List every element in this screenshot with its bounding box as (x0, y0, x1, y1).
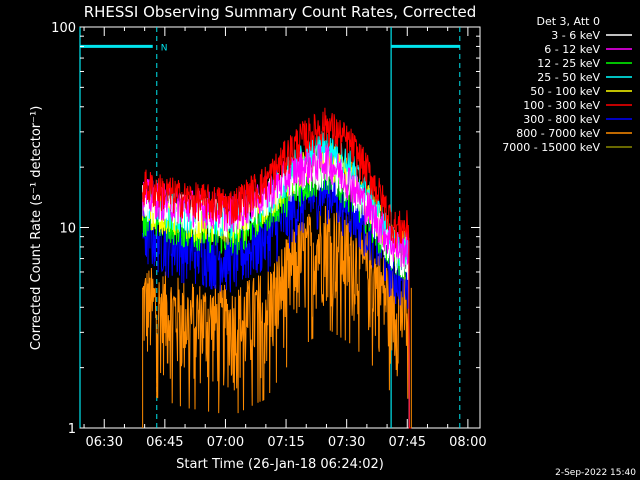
night-marker-label: N (161, 43, 168, 53)
legend-label: 25 - 50 keV (537, 71, 600, 84)
x-tick-label: 07:45 (389, 435, 426, 450)
y-tick-label: 10 (59, 222, 76, 237)
x-tick-label: 07:00 (207, 435, 244, 450)
x-tick-label: 06:45 (146, 435, 183, 450)
legend-label: 50 - 100 keV (530, 85, 600, 98)
legend-label: 12 - 25 keV (537, 57, 600, 70)
legend-label: 100 - 300 keV (523, 99, 600, 112)
x-axis-label: Start Time (26-Jan-18 06:24:02) (176, 457, 384, 472)
legend-label: 6 - 12 keV (544, 43, 600, 56)
chart-title: RHESSI Observing Summary Count Rates, Co… (84, 3, 477, 21)
x-tick-label: 07:30 (328, 435, 365, 450)
legend-label: 3 - 6 keV (551, 29, 600, 42)
legend-title: Det 3, Att 0 (537, 15, 601, 28)
series-layer (142, 107, 412, 429)
x-tick-label: 06:30 (86, 435, 123, 450)
legend-label: 800 - 7000 keV (516, 127, 600, 140)
legend-label: 7000 - 15000 keV (502, 141, 600, 154)
x-tick-label: 07:15 (267, 435, 304, 450)
series-line-1 (142, 143, 412, 429)
legend-label: 300 - 800 keV (523, 113, 600, 126)
y-tick-label: 1 (68, 422, 76, 437)
footer-date: 2-Sep-2022 15:40 (555, 468, 636, 478)
y-axis-label: Corrected Count Rate (s⁻¹ detector⁻¹) (29, 106, 44, 351)
series-line-5 (142, 107, 412, 429)
plot-frame (79, 26, 481, 429)
y-tick-label: 100 (51, 21, 76, 36)
x-tick-label: 08:00 (449, 435, 486, 450)
axis-ticks: 06:30 06:45 07:00 07:15 07:30 07:45 08:00 1 10 10… (51, 21, 486, 450)
